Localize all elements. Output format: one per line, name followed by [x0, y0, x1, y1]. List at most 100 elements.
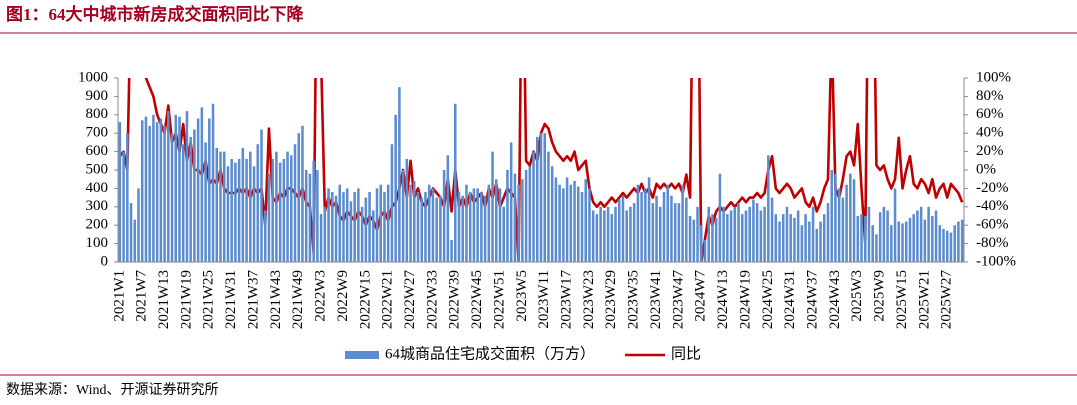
bar [181, 144, 185, 262]
bar [826, 203, 830, 262]
bar [249, 151, 252, 262]
bar [890, 225, 893, 262]
y-tick-label: 200 [86, 217, 109, 233]
x-tick-label: 2024W7 [693, 270, 709, 322]
bar [554, 177, 558, 262]
x-tick-label: 2021W7 [134, 270, 150, 322]
bar [226, 166, 230, 262]
y2-tick-label: 20% [976, 143, 1004, 159]
bar [897, 221, 901, 262]
bar [904, 221, 908, 262]
bar [237, 158, 241, 262]
bar [528, 166, 532, 262]
bar [822, 214, 826, 262]
bar [707, 206, 710, 262]
y2-tick-label: -100% [976, 253, 1016, 269]
bar [316, 170, 319, 262]
x-tick-label: 2022W33 [424, 270, 440, 329]
bar [375, 188, 379, 262]
bar [666, 184, 669, 262]
bar [696, 206, 699, 262]
bar [580, 192, 584, 262]
bar [927, 206, 930, 262]
bar [439, 195, 442, 262]
bar [603, 210, 606, 262]
bar [338, 184, 342, 262]
bar [506, 170, 509, 262]
bar [495, 179, 498, 262]
bar [413, 181, 416, 262]
bar [304, 170, 308, 262]
bar [677, 203, 681, 262]
x-tick-label: 2022W15 [357, 270, 373, 329]
legend-label: 64城商品住宅成交面积（万方） [385, 344, 595, 362]
bar [953, 225, 956, 262]
bar [390, 144, 394, 262]
x-tick-label: 2021W37 [245, 270, 261, 330]
bar [744, 210, 748, 262]
bar [912, 214, 915, 262]
bar [401, 170, 405, 262]
bar [845, 184, 848, 262]
y2-tick-label: 80% [976, 88, 1004, 104]
x-tick-label: 2022W45 [469, 270, 485, 329]
bar [610, 214, 614, 262]
y2-tick-label: 60% [976, 106, 1004, 122]
x-tick-label: 2025W9 [872, 270, 888, 322]
bar [211, 103, 215, 262]
x-tick-label: 2023W11 [536, 270, 552, 329]
bar [688, 216, 692, 262]
x-tick-label: 2021W25 [201, 270, 217, 329]
bar [323, 206, 327, 262]
bar [655, 195, 658, 262]
y2-tick-label: -80% [976, 235, 1009, 251]
bar [435, 197, 438, 262]
bar [476, 188, 479, 262]
bar [383, 192, 386, 262]
bar [942, 228, 945, 262]
bar [811, 206, 815, 262]
bar [718, 173, 722, 262]
bar [778, 221, 781, 262]
bar [558, 184, 561, 262]
bar [632, 203, 636, 262]
bar [886, 210, 889, 262]
x-tick-label: 2025W15 [894, 270, 910, 329]
x-tick-label: 2024W31 [782, 270, 798, 329]
y2-tick-label: 100% [976, 69, 1011, 85]
bar [167, 111, 170, 263]
y2-tick-label: -60% [976, 217, 1009, 233]
bar [140, 120, 144, 262]
bar [163, 125, 166, 262]
bar [148, 125, 151, 262]
y-tick-label: 600 [86, 143, 109, 159]
bar [670, 195, 673, 262]
bar [319, 214, 323, 262]
x-tick-label: 2021W49 [290, 270, 306, 329]
bar [588, 188, 591, 262]
bar [420, 197, 424, 262]
x-tick-label: 2023W41 [648, 270, 664, 329]
bar [837, 188, 841, 262]
bar [658, 206, 662, 262]
bar [614, 206, 617, 262]
y2-tick-label: 40% [976, 125, 1004, 141]
y-tick-label: 900 [86, 88, 109, 104]
source-note: 数据来源：Wind、开源证券研究所 [6, 382, 219, 398]
bar [957, 221, 960, 262]
bar [938, 225, 942, 262]
bar [405, 158, 409, 262]
bar [916, 210, 919, 262]
bar [550, 166, 554, 262]
bar [126, 133, 129, 262]
bar [301, 125, 304, 262]
bar [536, 136, 539, 262]
bar [841, 197, 845, 262]
bar [569, 184, 573, 262]
x-tick-label: 2022W27 [402, 270, 418, 330]
bar [256, 144, 260, 262]
x-tick-label: 2022W51 [491, 270, 507, 329]
bar [875, 234, 878, 262]
